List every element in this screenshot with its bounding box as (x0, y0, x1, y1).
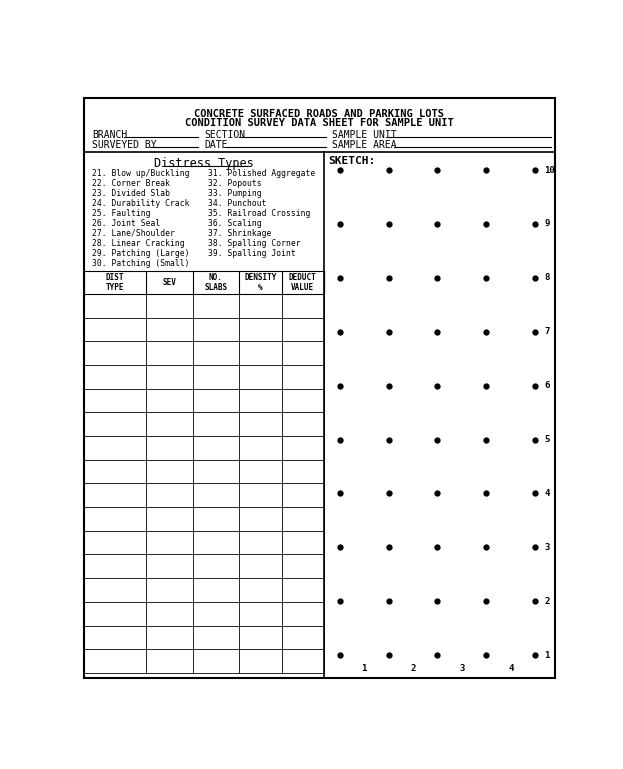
Text: BRANCH: BRANCH (92, 130, 127, 140)
Text: 6: 6 (545, 381, 550, 390)
Text: 25. Faulting: 25. Faulting (92, 208, 150, 218)
Text: CONDITION SURVEY DATA SHEET FOR SAMPLE UNIT: CONDITION SURVEY DATA SHEET FOR SAMPLE U… (184, 118, 454, 128)
Text: SURVEYED BY: SURVEYED BY (92, 140, 156, 150)
Text: 29. Patching (Large): 29. Patching (Large) (92, 248, 189, 258)
Text: 22. Corner Break: 22. Corner Break (92, 178, 170, 188)
Text: 1: 1 (361, 664, 367, 673)
Text: 35. Railroad Crossing: 35. Railroad Crossing (208, 208, 310, 218)
Text: 7: 7 (545, 328, 550, 336)
Text: 2: 2 (545, 597, 550, 606)
Text: 1: 1 (545, 651, 550, 660)
Text: SAMPLE AREA: SAMPLE AREA (332, 140, 397, 150)
Text: 24. Durability Crack: 24. Durability Crack (92, 198, 189, 208)
Text: 34. Punchout: 34. Punchout (208, 198, 267, 208)
Text: 28. Linear Cracking: 28. Linear Cracking (92, 238, 184, 248)
Text: Distress Types: Distress Types (155, 157, 254, 170)
Text: 38. Spalling Corner: 38. Spalling Corner (208, 238, 301, 248)
Text: 10: 10 (545, 165, 555, 175)
Text: 8: 8 (545, 273, 550, 282)
Text: 4: 4 (545, 489, 550, 498)
Text: 32. Popouts: 32. Popouts (208, 178, 262, 188)
Text: 27. Lane/Shoulder: 27. Lane/Shoulder (92, 228, 174, 238)
Text: 21. Blow up/Buckling: 21. Blow up/Buckling (92, 168, 189, 178)
Text: 23. Divided Slab: 23. Divided Slab (92, 188, 170, 198)
Text: 30. Patching (Small): 30. Patching (Small) (92, 258, 189, 268)
Bar (84, 271, 323, 294)
Text: 26. Joint Seal: 26. Joint Seal (92, 218, 160, 228)
Text: DATE: DATE (204, 140, 227, 150)
Text: DENSITY
%: DENSITY % (244, 273, 277, 292)
Text: SECTION: SECTION (204, 130, 245, 140)
Text: 3: 3 (459, 664, 465, 673)
Text: 4: 4 (508, 664, 513, 673)
Text: 31. Polished Aggregate: 31. Polished Aggregate (208, 168, 315, 178)
Text: 39. Spalling Joint: 39. Spalling Joint (208, 248, 296, 258)
Text: DIST
TYPE: DIST TYPE (106, 273, 125, 292)
Text: SAMPLE UNIT: SAMPLE UNIT (332, 130, 397, 140)
Text: 33. Pumping: 33. Pumping (208, 188, 262, 198)
Text: NO.
SLABS: NO. SLABS (204, 273, 227, 292)
Text: 37. Shrinkage: 37. Shrinkage (208, 228, 272, 238)
Text: 2: 2 (411, 664, 416, 673)
Text: 5: 5 (545, 435, 550, 444)
Text: 3: 3 (545, 543, 550, 552)
Text: SEV: SEV (163, 278, 176, 287)
Text: DEDUCT
VALUE: DEDUCT VALUE (288, 273, 316, 292)
Text: SKETCH:: SKETCH: (328, 156, 376, 166)
Text: 36. Scaling: 36. Scaling (208, 218, 262, 228)
Text: CONCRETE SURFACED ROADS AND PARKING LOTS: CONCRETE SURFACED ROADS AND PARKING LOTS (194, 109, 444, 119)
Text: 9: 9 (545, 219, 550, 228)
